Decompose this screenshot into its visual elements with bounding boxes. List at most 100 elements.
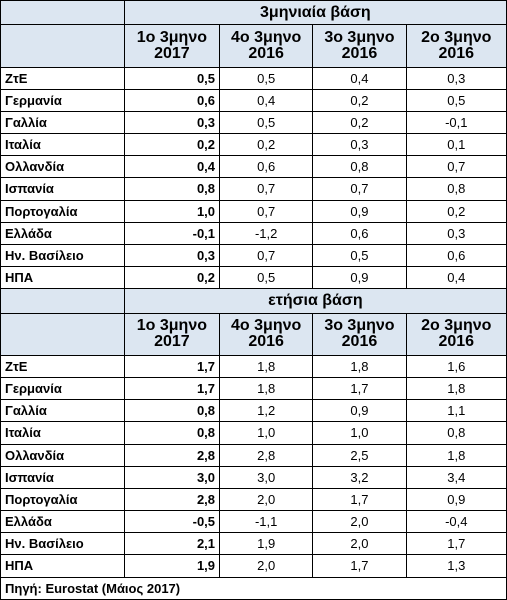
- value-cell: 1,6: [405, 354, 507, 378]
- value-cell: 1,3: [405, 554, 507, 578]
- column-header-year: 2017: [154, 333, 190, 351]
- table-row: Γαλλία 0,3 0,5 0,2 -0,1: [0, 110, 507, 135]
- value-cell: 3,0: [219, 465, 314, 489]
- value-cell: 0,8: [405, 421, 507, 445]
- country-label: Πορτογαλία: [0, 487, 125, 512]
- column-header-year: 2016: [341, 333, 378, 351]
- country-label: Ισπανία: [0, 177, 125, 201]
- value-cell: 0,5: [312, 243, 407, 268]
- value-cell: -0,4: [405, 510, 507, 534]
- country-label: Πορτογαλία: [0, 199, 125, 223]
- table-row: Γαλλία 0,8 1,2 0,9 1,1: [0, 399, 507, 423]
- column-header-period: 3ο 3μηνο: [324, 317, 395, 335]
- table-row: ΗΠΑ 1,9 2,0 1,7 1,3: [0, 554, 507, 578]
- value-cell: 0,1: [405, 133, 507, 157]
- annual-column-header-row: 1ο 3μηνο 2017 4ο 3μηνο 2016 3ο 3μηνο 2016 2ο 3…: [0, 312, 507, 356]
- column-header-period: 2ο 3μηνο: [421, 28, 492, 46]
- table-row: Ελλάδα -0,1 -1,2 0,6 0,3: [0, 221, 507, 245]
- value-cell: 2,0: [219, 554, 314, 578]
- table-row: Ην. Βασίλειο 2,1 1,9 2,0 1,7: [0, 532, 507, 556]
- quarterly-section-title: 3μηνιαία βάση: [123, 0, 507, 26]
- value-cell: 0,3: [405, 221, 507, 245]
- column-header-period: 1ο 3μηνο: [136, 28, 207, 46]
- annual-column-header: 1ο 3μηνο 2017: [123, 312, 221, 356]
- country-label: Γαλλία: [0, 399, 125, 423]
- country-label: Ολλανδία: [0, 443, 125, 467]
- quarterly-section-title-row: 3μηνιαία βάση: [0, 0, 507, 26]
- quarterly-header-corner: [0, 24, 125, 68]
- value-cell: 2,8: [123, 443, 221, 467]
- country-label: Γαλλία: [0, 110, 125, 135]
- table-row: Ελλάδα -0,5 -1,1 2,0 -0,4: [0, 510, 507, 534]
- table-row: Γερμανία 1,7 1,8 1,7 1,8: [0, 376, 507, 401]
- country-label: Ιταλία: [0, 133, 125, 157]
- country-label: Ιταλία: [0, 421, 125, 445]
- column-header-period: 4ο 3μηνο: [231, 317, 302, 335]
- value-cell: 0,2: [405, 199, 507, 223]
- value-cell: 1,8: [219, 354, 314, 378]
- quarterly-column-header: 2ο 3μηνο 2016: [405, 24, 507, 68]
- country-label: Ην. Βασίλειο: [0, 532, 125, 556]
- table-row: Ισπανία 0,8 0,7 0,7 0,8: [0, 177, 507, 201]
- table-row: Ην. Βασίλειο 0,3 0,7 0,5 0,6: [0, 243, 507, 268]
- value-cell: 0,4: [405, 266, 507, 290]
- value-cell: 3,2: [312, 465, 407, 489]
- value-cell: 0,5: [123, 66, 221, 90]
- value-cell: 0,8: [312, 155, 407, 179]
- value-cell: -0,5: [123, 510, 221, 534]
- quarterly-column-header: 1ο 3μηνο 2017: [123, 24, 221, 68]
- quarterly-column-header-row: 1ο 3μηνο 2017 4ο 3μηνο 2016 3ο 3μηνο 2016 2ο 3…: [0, 24, 507, 68]
- table-row: Ισπανία 3,0 3,0 3,2 3,4: [0, 465, 507, 489]
- value-cell: 1,1: [405, 399, 507, 423]
- table-row: Πορτογαλία 1,0 0,7 0,9 0,2: [0, 199, 507, 223]
- column-header-year: 2016: [248, 333, 284, 351]
- annual-section-title-row: ετήσια βάση: [0, 288, 507, 314]
- country-label: Γερμανία: [0, 376, 125, 401]
- value-cell: 2,8: [219, 443, 314, 467]
- country-label: Ολλανδία: [0, 155, 125, 179]
- table-row: Γερμανία 0,6 0,4 0,2 0,5: [0, 88, 507, 112]
- country-label: Ην. Βασίλειο: [0, 243, 125, 268]
- country-label: ΗΠΑ: [0, 554, 125, 578]
- source-row: Πηγή: Eurostat (Μάιος 2017): [0, 576, 507, 600]
- value-cell: 0,2: [219, 133, 314, 157]
- column-header-year: 2017: [154, 44, 190, 62]
- table-row: Ιταλία 0,8 1,0 1,0 0,8: [0, 421, 507, 445]
- value-cell: 0,8: [123, 421, 221, 445]
- value-cell: 1,7: [123, 376, 221, 401]
- value-cell: 0,7: [219, 177, 314, 201]
- value-cell: -0,1: [405, 110, 507, 135]
- value-cell: 2,1: [123, 532, 221, 556]
- table-row: ΖτΕ 0,5 0,5 0,4 0,3: [0, 66, 507, 90]
- value-cell: -1,2: [219, 221, 314, 245]
- value-cell: 1,8: [312, 354, 407, 378]
- column-header-year: 2016: [341, 44, 378, 62]
- country-label: ΖτΕ: [0, 354, 125, 378]
- value-cell: 1,8: [405, 376, 507, 401]
- country-label: ΗΠΑ: [0, 266, 125, 290]
- country-label: Ελλάδα: [0, 510, 125, 534]
- column-header-year: 2016: [438, 44, 475, 62]
- value-cell: 0,8: [405, 177, 507, 201]
- value-cell: 1,0: [123, 199, 221, 223]
- value-cell: 0,3: [312, 133, 407, 157]
- table-row: Ολλανδία 2,8 2,8 2,5 1,8: [0, 443, 507, 467]
- value-cell: 0,6: [405, 243, 507, 268]
- value-cell: 0,7: [219, 243, 314, 268]
- value-cell: 0,2: [123, 133, 221, 157]
- value-cell: 3,0: [123, 465, 221, 489]
- value-cell: 1,7: [312, 554, 407, 578]
- value-cell: 0,6: [123, 88, 221, 112]
- value-cell: 0,3: [123, 110, 221, 135]
- value-cell: 1,8: [405, 443, 507, 467]
- value-cell: 0,4: [219, 88, 314, 112]
- country-label: Ισπανία: [0, 465, 125, 489]
- value-cell: 0,9: [312, 399, 407, 423]
- value-cell: 0,7: [219, 199, 314, 223]
- value-cell: 2,8: [123, 487, 221, 512]
- value-cell: 0,5: [219, 110, 314, 135]
- value-cell: 0,3: [405, 66, 507, 90]
- value-cell: 1,0: [312, 421, 407, 445]
- quarterly-section-corner: [0, 0, 125, 26]
